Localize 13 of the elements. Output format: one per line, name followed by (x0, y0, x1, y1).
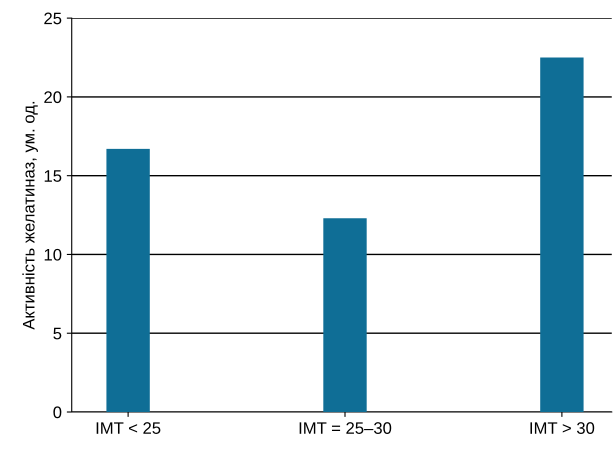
y-tick-label: 20 (44, 91, 62, 104)
bar (106, 148, 150, 412)
x-tick-label: IMT > 30 (530, 422, 594, 434)
x-tick-label: IMT < 25 (96, 422, 160, 434)
bar (323, 218, 367, 412)
bar (540, 58, 584, 412)
y-axis-title: Активність желатиназ, ум. од. (22, 102, 38, 330)
y-tick-label: 0 (53, 406, 62, 418)
y-tick-label: 10 (44, 248, 62, 261)
y-tick-label: 5 (53, 328, 62, 340)
y-tick-label: 25 (44, 12, 62, 24)
y-tick-label: 15 (44, 170, 62, 182)
x-tick-label: IMT = 25–30 (300, 422, 392, 434)
